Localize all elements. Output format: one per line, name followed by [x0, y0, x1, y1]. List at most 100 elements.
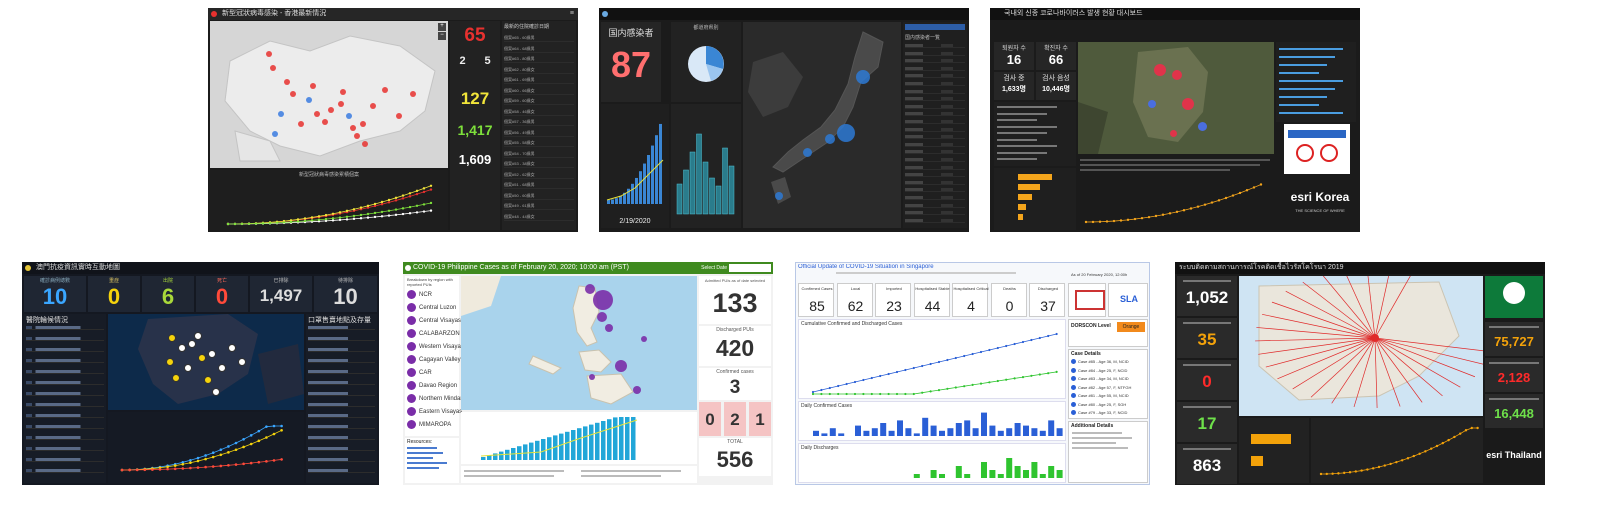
hk-case-pin[interactable]: [350, 125, 356, 131]
list-item[interactable]: [905, 173, 965, 178]
hk-case-pin[interactable]: [284, 79, 290, 85]
table-row[interactable]: 個案#62 - 80歲女: [504, 67, 574, 74]
news-link[interactable]: [1279, 56, 1335, 58]
table-row[interactable]: 個案#60 - 66歲女: [504, 88, 574, 95]
table-row[interactable]: 個案#63 - 80歲男: [504, 56, 574, 63]
ph-resources[interactable]: Resources:: [405, 438, 459, 483]
hk-case-pin[interactable]: [290, 91, 296, 97]
mask-row[interactable]: [308, 414, 375, 418]
news-link[interactable]: [1279, 88, 1335, 90]
region-item[interactable]: Central Visayas: [407, 316, 461, 325]
hospital-row[interactable]: [26, 436, 104, 440]
mask-row[interactable]: [308, 436, 375, 440]
list-item[interactable]: [905, 89, 965, 94]
hk-case-pin[interactable]: [310, 83, 316, 89]
list-item[interactable]: [905, 74, 965, 79]
hk-case-pin[interactable]: [340, 89, 346, 95]
table-row[interactable]: 個案#50 - 60歲男: [504, 193, 574, 200]
mask-row[interactable]: [308, 326, 375, 330]
mo-map-marker[interactable]: [184, 364, 192, 372]
list-item[interactable]: [905, 218, 965, 223]
jp-share-button[interactable]: [905, 24, 965, 30]
jp-map[interactable]: [743, 22, 901, 228]
hk-case-pin[interactable]: [360, 121, 366, 127]
mask-row[interactable]: [308, 469, 375, 473]
hospital-row[interactable]: [26, 414, 104, 418]
region-item[interactable]: CALABARZON: [407, 329, 460, 338]
list-item[interactable]: [905, 120, 965, 124]
zoom-out-button[interactable]: −: [438, 32, 446, 40]
list-item[interactable]: [905, 150, 965, 155]
resource-link[interactable]: [407, 457, 433, 459]
kr-map[interactable]: [1078, 42, 1274, 154]
table-row[interactable]: 個案#65 - 60歲男: [504, 35, 574, 42]
case-row[interactable]: Case #85 - Age 36, M, NCID: [1071, 359, 1147, 366]
hk-case-pin[interactable]: [370, 103, 376, 109]
region-item[interactable]: CAR: [407, 368, 432, 377]
hk-case-pin[interactable]: [322, 119, 328, 125]
region-item[interactable]: Davao Region: [407, 381, 457, 390]
list-item[interactable]: [905, 66, 965, 71]
hk-case-pin[interactable]: [298, 121, 304, 127]
region-item[interactable]: Cagayan Valley: [407, 355, 461, 364]
hk-case-pin[interactable]: [278, 111, 284, 117]
mo-map-marker[interactable]: [228, 344, 236, 352]
hk-map[interactable]: + −: [210, 21, 448, 168]
case-row[interactable]: Case #84 - Age 25, F, NCID: [1071, 368, 1147, 375]
sg-case-details[interactable]: Case Details Case #85 - Age 36, M, NCID C…: [1068, 349, 1148, 419]
table-row[interactable]: 個案#48 - 44歲女: [504, 214, 574, 221]
hk-case-pin[interactable]: [382, 87, 388, 93]
mo-map-marker[interactable]: [204, 376, 212, 384]
list-item[interactable]: [905, 142, 965, 147]
mo-map-marker[interactable]: [166, 358, 174, 366]
hk-case-pin[interactable]: [338, 101, 344, 107]
mo-map-marker[interactable]: [208, 350, 216, 358]
mo-map-marker[interactable]: [212, 388, 220, 396]
resource-link[interactable]: [407, 447, 437, 449]
mo-map-marker[interactable]: [238, 358, 246, 366]
table-row[interactable]: 個案#49 - 61歲男: [504, 203, 574, 210]
hospital-row[interactable]: [26, 403, 104, 407]
mo-map[interactable]: [108, 314, 304, 410]
list-item[interactable]: [905, 127, 965, 132]
mo-map-marker[interactable]: [218, 364, 226, 372]
list-item[interactable]: [905, 59, 965, 64]
table-row[interactable]: 個案#51 - 68歲男: [504, 182, 574, 189]
hospital-row[interactable]: [26, 458, 104, 462]
mo-map-marker[interactable]: [168, 334, 176, 342]
table-row[interactable]: 個案#54 - 70歲男: [504, 151, 574, 158]
menu-icon[interactable]: ≡: [569, 10, 574, 17]
mask-row[interactable]: [308, 348, 375, 352]
mask-row[interactable]: [308, 337, 375, 341]
list-item[interactable]: [905, 196, 965, 200]
mask-row[interactable]: [308, 381, 375, 385]
news-link[interactable]: [1279, 104, 1319, 106]
region-item[interactable]: Northern Mindanao: [407, 394, 470, 403]
ph-date-input[interactable]: [729, 264, 771, 272]
table-row[interactable]: 個案#56 - 49歲男: [504, 130, 574, 137]
hk-case-pin[interactable]: [272, 131, 278, 137]
ph-region-list[interactable]: Breakdown by region with reported PUIs N…: [405, 276, 470, 436]
hospital-row[interactable]: [26, 348, 104, 352]
mo-map-marker[interactable]: [172, 374, 180, 382]
hk-case-list[interactable]: 最新的住院確診日期 個案#65 - 60歲男 個案#64 - 68歲男 個案#63 …: [502, 21, 576, 230]
mask-row[interactable]: [308, 403, 375, 407]
zoom-in-button[interactable]: +: [438, 23, 446, 31]
news-link[interactable]: [1279, 96, 1327, 98]
table-row[interactable]: 個案#53 - 38歲女: [504, 161, 574, 168]
mo-mask-list[interactable]: 口罩售賣地點及存量: [306, 314, 377, 483]
case-row[interactable]: Case #82 - Age 57, F, NTFGH: [1071, 385, 1147, 392]
table-row[interactable]: 個案#52 - 62歲女: [504, 172, 574, 179]
hk-case-pin[interactable]: [314, 111, 320, 117]
mo-map-marker[interactable]: [178, 344, 186, 352]
region-item[interactable]: Western Visayas: [407, 342, 464, 351]
table-row[interactable]: 個案#64 - 68歲男: [504, 46, 574, 53]
mask-row[interactable]: [308, 447, 375, 451]
hospital-row[interactable]: [26, 326, 104, 330]
hospital-row[interactable]: [26, 425, 104, 429]
hk-case-pin[interactable]: [396, 113, 402, 119]
list-item[interactable]: [905, 165, 965, 170]
list-item[interactable]: [905, 82, 965, 86]
list-item[interactable]: [905, 188, 965, 193]
list-item[interactable]: [905, 211, 965, 216]
